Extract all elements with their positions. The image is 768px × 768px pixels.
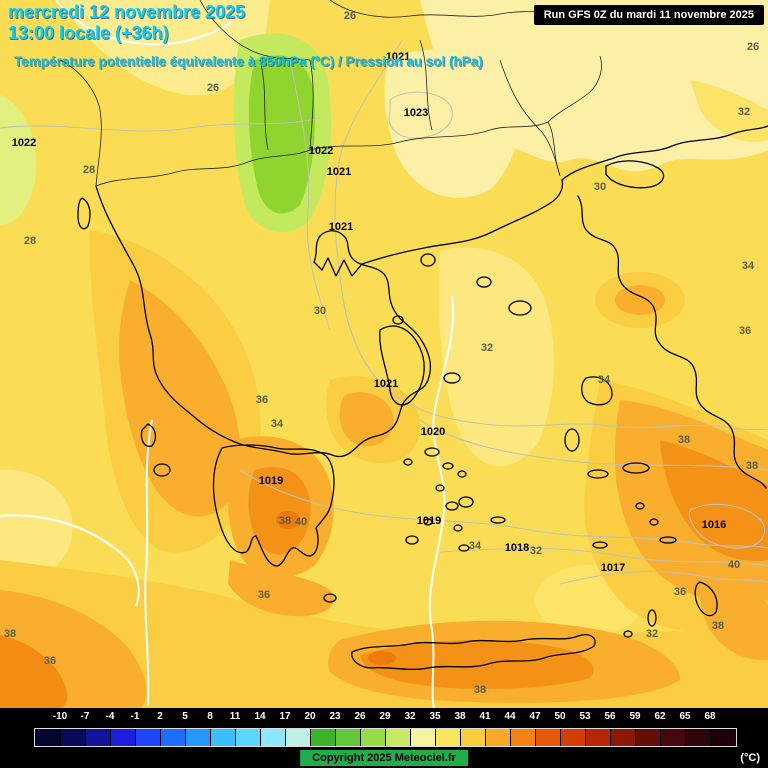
unit-label: (°C) bbox=[740, 752, 760, 764]
colorbar-tick: 23 bbox=[329, 711, 341, 722]
colorbar-tick: 68 bbox=[704, 711, 716, 722]
colorbar-segment bbox=[311, 729, 336, 746]
colorbar-segment bbox=[86, 729, 111, 746]
colorbar-segment bbox=[361, 729, 386, 746]
colorbar-segment bbox=[236, 729, 261, 746]
colorbar-segment bbox=[136, 729, 161, 746]
colorbar-tick: 50 bbox=[554, 711, 566, 722]
colorbar-tick: 26 bbox=[354, 711, 366, 722]
footer-bar: Copyright 2025 Meteociel.fr (°C) bbox=[0, 748, 768, 768]
colorbar-tick: 41 bbox=[479, 711, 491, 722]
colorbar-segment bbox=[261, 729, 286, 746]
colorbar-tick: 65 bbox=[679, 711, 691, 722]
colorbar-tick: 8 bbox=[207, 711, 213, 722]
map-svg bbox=[0, 0, 768, 708]
coastlines bbox=[77, 125, 768, 671]
map-subtitle: Température potentielle équivalente à 85… bbox=[14, 54, 483, 69]
colorbar-tick: 11 bbox=[229, 711, 241, 722]
colorbar-tick: 44 bbox=[504, 711, 516, 722]
colorbar-tick: 2 bbox=[157, 711, 163, 722]
colorbar-segment bbox=[436, 729, 461, 746]
colorbar-tick: 14 bbox=[254, 711, 266, 722]
colorbar-segment bbox=[211, 729, 236, 746]
colorbar-tick: 38 bbox=[454, 711, 466, 722]
colorbar-tick: -4 bbox=[105, 711, 115, 722]
colorbar-segment bbox=[386, 729, 411, 746]
run-info-badge: Run GFS 0Z du mardi 11 novembre 2025 bbox=[533, 5, 764, 25]
colorbar-segment bbox=[661, 729, 686, 746]
colorbar-segment bbox=[561, 729, 586, 746]
colorbar-segment bbox=[161, 729, 186, 746]
colorbar-segment bbox=[611, 729, 636, 746]
time-line: 13:00 locale (+36h) bbox=[8, 23, 169, 43]
colorbar-tick: 53 bbox=[579, 711, 591, 722]
isobars-gray bbox=[0, 39, 768, 585]
colorbar-segment bbox=[461, 729, 486, 746]
colorbar-tick: 59 bbox=[629, 711, 641, 722]
colorbar-segment bbox=[586, 729, 611, 746]
colorbar-segments bbox=[34, 728, 737, 747]
colorbar-tick: -7 bbox=[80, 711, 90, 722]
colorbar-tick: 62 bbox=[654, 711, 666, 722]
colorbar-segment bbox=[111, 729, 136, 746]
colorbar-segment bbox=[711, 729, 736, 746]
copyright-label: Copyright 2025 Meteociel.fr bbox=[300, 750, 468, 766]
colorbar-tick: 32 bbox=[404, 711, 416, 722]
colorbar-tick: 17 bbox=[279, 711, 291, 722]
title-block: mercredi 12 novembre 2025 13:00 locale (… bbox=[8, 2, 483, 69]
colorbar-segment bbox=[336, 729, 361, 746]
colorbar-tick: 5 bbox=[182, 711, 188, 722]
colorbar-segment bbox=[686, 729, 711, 746]
colorbar-tick: 29 bbox=[379, 711, 391, 722]
colorbar-segment bbox=[411, 729, 436, 746]
map-area: 1022 1021 1023 1022 1021 1021 1021 1020 1019 1019… bbox=[0, 0, 768, 708]
colorbar-tick-row: -10 -7 -4 -1 2 5 8 11 14 17 20 23 26 29 32 35 38 41 44 47 50… bbox=[0, 708, 768, 726]
colorbar bbox=[0, 726, 768, 748]
colorbar-tick: 20 bbox=[304, 711, 316, 722]
colorbar-tick: 47 bbox=[529, 711, 541, 722]
colorbar-segment bbox=[511, 729, 536, 746]
date-line: mercredi 12 novembre 2025 bbox=[8, 2, 246, 22]
colorbar-segment bbox=[286, 729, 311, 746]
colorbar-segment bbox=[61, 729, 86, 746]
colorbar-tick: -10 bbox=[52, 711, 68, 722]
colorbar-tick: -1 bbox=[130, 711, 140, 722]
colorbar-segment bbox=[536, 729, 561, 746]
colorbar-segment bbox=[186, 729, 211, 746]
colorbar-tick: 56 bbox=[604, 711, 616, 722]
fill-regions bbox=[0, 0, 768, 708]
colorbar-tick: 35 bbox=[429, 711, 441, 722]
colorbar-segment bbox=[486, 729, 511, 746]
colorbar-segment bbox=[35, 729, 61, 746]
colorbar-segment bbox=[636, 729, 661, 746]
